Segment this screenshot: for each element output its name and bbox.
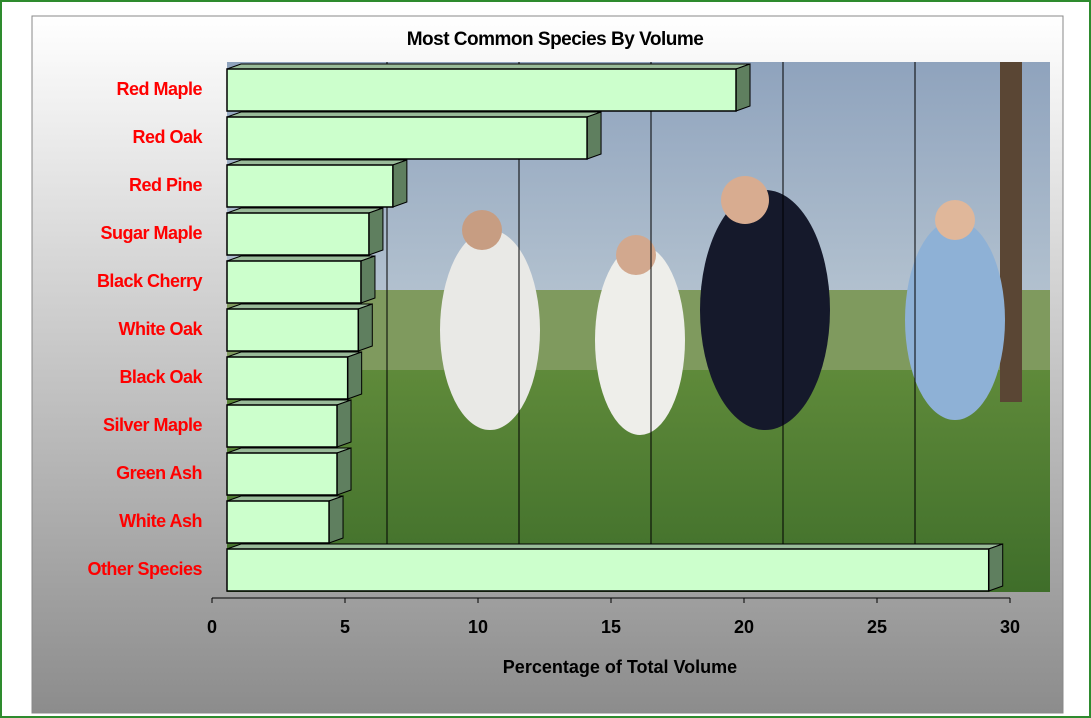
bar	[227, 405, 337, 447]
x-tick-label: 20	[734, 617, 754, 637]
bar-side	[736, 64, 750, 111]
y-tick-label: Red Oak	[132, 127, 203, 147]
y-tick-label: Black Oak	[119, 367, 203, 387]
bar-side	[361, 256, 375, 303]
bar	[227, 501, 329, 543]
bar	[227, 165, 393, 207]
bar-side	[393, 160, 407, 207]
x-tick-label: 25	[867, 617, 887, 637]
x-tick-label: 5	[340, 617, 350, 637]
y-tick-label: Red Pine	[129, 175, 203, 195]
bar-side	[337, 400, 351, 447]
bar-side	[348, 352, 362, 399]
bar-side	[989, 544, 1003, 591]
y-tick-label: White Ash	[119, 511, 202, 531]
y-tick-label: Green Ash	[116, 463, 202, 483]
y-tick-label: Other Species	[87, 559, 202, 579]
bar-side	[329, 496, 343, 543]
y-tick-label: White Oak	[118, 319, 203, 339]
x-tick-label: 15	[601, 617, 621, 637]
chart: Most Common Species By Volume Percentage…	[0, 0, 1091, 718]
x-axis-label: Percentage of Total Volume	[503, 657, 737, 677]
bar-side	[369, 208, 383, 255]
y-tick-label: Silver Maple	[103, 415, 203, 435]
bar-side	[358, 304, 372, 351]
chart-title: Most Common Species By Volume	[407, 29, 704, 50]
bar	[227, 261, 361, 303]
bar	[227, 549, 989, 591]
bar-side	[337, 448, 351, 495]
bar	[227, 357, 348, 399]
y-tick-label: Sugar Maple	[100, 223, 202, 243]
x-tick-label: 10	[468, 617, 488, 637]
bar	[227, 453, 337, 495]
y-tick-label: Red Maple	[116, 79, 202, 99]
bar	[227, 213, 369, 255]
x-tick-label: 30	[1000, 617, 1020, 637]
bar-side	[587, 112, 601, 159]
y-tick-label: Black Cherry	[97, 271, 203, 291]
x-tick-label: 0	[207, 617, 217, 637]
bar	[227, 309, 358, 351]
bar	[227, 117, 587, 159]
bar	[227, 69, 736, 111]
